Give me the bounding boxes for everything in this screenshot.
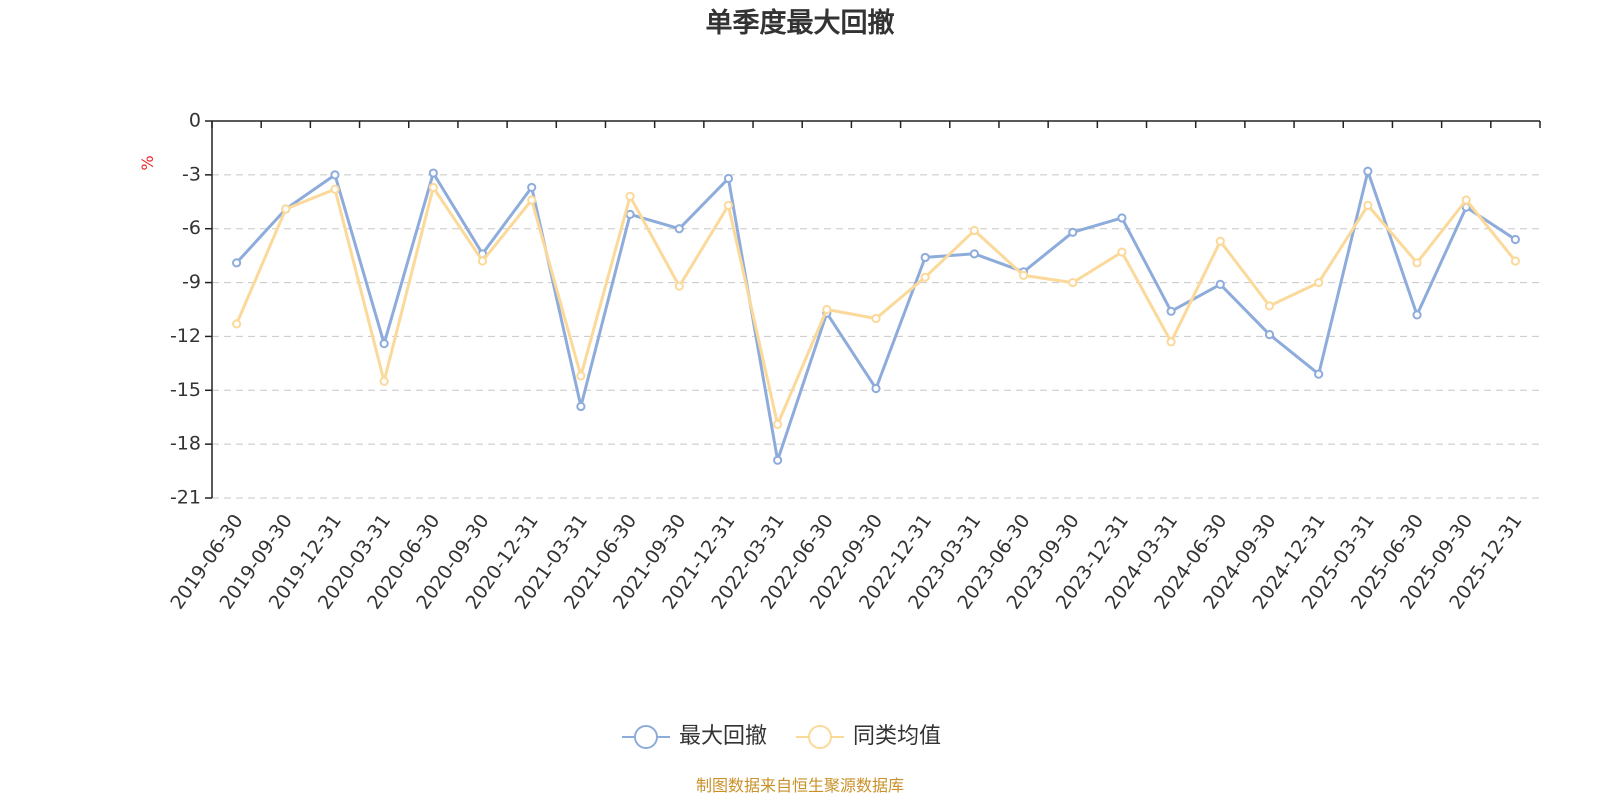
data-point[interactable]	[1363, 166, 1373, 176]
y-tick-label: -21	[170, 487, 201, 509]
data-point[interactable]	[920, 272, 930, 282]
data-point[interactable]	[527, 195, 537, 205]
series-2	[231, 182, 1521, 429]
data-point[interactable]	[1363, 200, 1373, 210]
data-point[interactable]	[674, 281, 684, 291]
data-point[interactable]	[1314, 277, 1324, 288]
legend-marker-icon	[634, 725, 658, 749]
data-point[interactable]	[773, 455, 783, 465]
data-point[interactable]	[428, 168, 438, 178]
y-tick-label: -9	[182, 271, 201, 293]
data-point[interactable]	[969, 249, 979, 259]
data-point[interactable]	[576, 371, 586, 381]
data-point[interactable]	[1264, 301, 1275, 311]
data-point[interactable]	[330, 170, 340, 180]
data-point[interactable]	[871, 383, 881, 394]
data-point[interactable]	[625, 209, 635, 219]
data-point[interactable]	[231, 258, 242, 268]
data-point[interactable]	[1412, 258, 1422, 268]
data-point[interactable]	[1166, 337, 1176, 347]
data-point[interactable]	[969, 225, 979, 236]
legend-item-1[interactable]: 最大回撤	[622, 724, 767, 749]
data-point[interactable]	[773, 419, 783, 429]
data-point[interactable]	[1412, 310, 1422, 320]
y-tick-label: -18	[170, 433, 201, 455]
data-point[interactable]	[1314, 369, 1324, 379]
data-point[interactable]	[379, 339, 389, 349]
data-point[interactable]	[723, 173, 734, 184]
data-point[interactable]	[231, 319, 242, 329]
data-point[interactable]	[1068, 227, 1078, 237]
legend-item-2[interactable]: 同类均值	[796, 724, 941, 749]
data-point[interactable]	[1510, 256, 1521, 266]
legend[interactable]: 最大回撤 同类均值	[622, 724, 941, 749]
y-tick-label: 0	[189, 110, 201, 132]
source-note: 制图数据来自恒生聚源数据库	[696, 776, 904, 795]
data-point[interactable]	[871, 313, 881, 324]
data-point[interactable]	[1166, 306, 1176, 316]
y-axis-unit: %	[138, 155, 157, 170]
data-point[interactable]	[1018, 270, 1029, 280]
data-point[interactable]	[723, 200, 734, 210]
legend-label: 最大回撤	[679, 724, 767, 749]
data-point[interactable]	[1117, 213, 1127, 223]
series-lines	[231, 166, 1521, 465]
data-point[interactable]	[281, 204, 291, 214]
chart-title: 单季度最大回撤	[706, 7, 895, 39]
data-point[interactable]	[477, 256, 488, 266]
data-point[interactable]	[674, 224, 684, 234]
y-tick-label: -15	[170, 379, 201, 401]
axes: 0-3-6-9-12-15-18-212019-06-302019-09-302…	[166, 110, 1541, 613]
data-point[interactable]	[822, 304, 832, 315]
data-point[interactable]	[1264, 330, 1275, 340]
data-point[interactable]	[379, 376, 389, 386]
data-point[interactable]	[1215, 279, 1225, 289]
y-tick-label: -3	[182, 163, 201, 185]
data-point[interactable]	[625, 191, 635, 201]
data-point[interactable]	[920, 252, 930, 263]
data-point[interactable]	[428, 182, 438, 193]
y-tick-label: -12	[170, 325, 201, 347]
grid-lines	[212, 174, 1540, 499]
data-point[interactable]	[1461, 195, 1471, 205]
data-point[interactable]	[1510, 234, 1521, 245]
y-tick-label: -6	[182, 217, 201, 239]
data-point[interactable]	[527, 182, 537, 193]
data-point[interactable]	[576, 401, 586, 412]
data-point[interactable]	[1215, 236, 1225, 246]
legend-marker-icon	[808, 725, 832, 749]
legend-label: 同类均值	[853, 724, 941, 749]
data-point[interactable]	[330, 184, 340, 194]
data-point[interactable]	[1117, 247, 1127, 257]
data-point[interactable]	[1068, 277, 1078, 288]
